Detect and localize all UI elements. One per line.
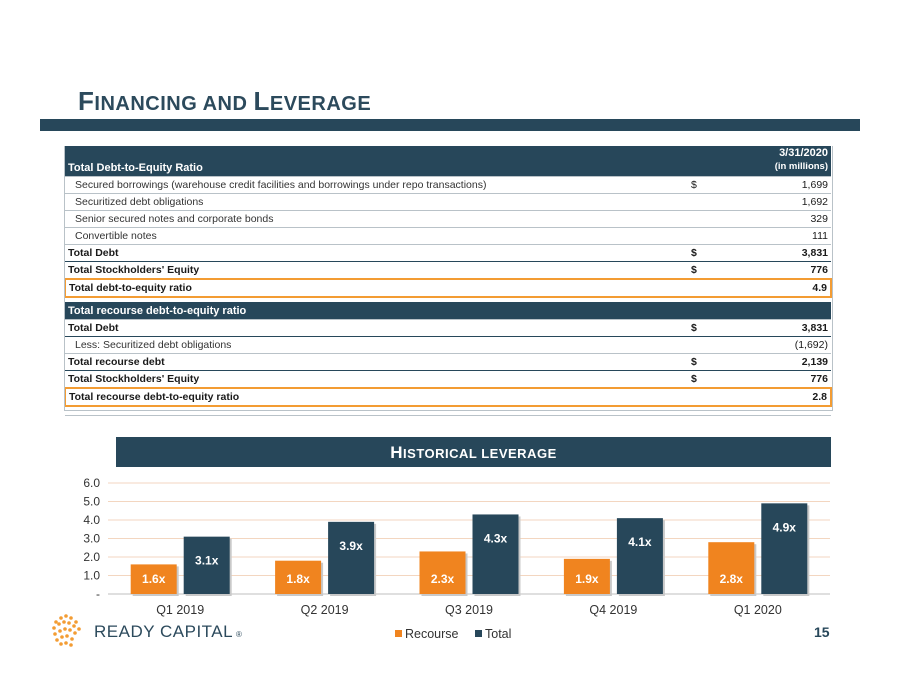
logo-registered-mark: ® <box>236 630 242 639</box>
row-currency: $ <box>688 353 754 371</box>
table-header-date: 3/31/2020 (in millions) <box>688 146 831 177</box>
bar-recourse <box>275 560 322 594</box>
table-row: Less: Securitized debt obligations (1,69… <box>65 336 831 354</box>
x-tick-label: Q4 2019 <box>589 603 637 617</box>
row-currency <box>688 227 754 245</box>
y-tick-label: 1.0 <box>83 569 100 583</box>
data-label: 2.8x <box>720 572 744 586</box>
row-label: Senior secured notes and corporate bonds <box>65 210 688 228</box>
bar-total <box>472 514 519 594</box>
row-label: Securitized debt obligations <box>65 193 688 211</box>
header-date: 3/31/2020 <box>779 147 828 159</box>
chart-header-initial: H <box>390 443 404 462</box>
data-label: 1.6x <box>142 572 166 586</box>
data-label: 4.1x <box>628 535 652 549</box>
data-label: 1.9x <box>575 572 599 586</box>
table-header-title: Total Debt-to-Equity Ratio <box>65 146 688 177</box>
row-label: Convertible notes <box>65 227 688 245</box>
row-label: Less: Securitized debt obligations <box>65 336 688 354</box>
row-value: 1,699 <box>754 176 831 194</box>
table-row: Secured borrowings (warehouse credit fac… <box>65 176 831 194</box>
title-divider <box>40 119 860 131</box>
page-number: 15 <box>814 624 830 640</box>
y-tick-label: 2.0 <box>83 550 100 564</box>
data-label: 3.1x <box>195 554 219 568</box>
data-label: 4.9x <box>773 520 797 534</box>
x-tick-label: Q3 2019 <box>445 603 493 617</box>
logo-text: READY CAPITAL <box>94 622 233 641</box>
bar-recourse <box>563 558 610 594</box>
table-row-ratio: Total recourse debt-to-equity ratio 2.8 <box>64 387 832 407</box>
bar-total <box>328 521 375 594</box>
row-currency: $ <box>688 244 754 262</box>
logo-mark <box>52 614 81 647</box>
row-label: Total recourse debt-to-equity ratio <box>64 387 688 407</box>
row-label: Total debt-to-equity ratio <box>64 278 688 298</box>
y-tick-label: 6.0 <box>83 476 100 490</box>
row-currency <box>688 278 754 298</box>
data-label: 2.3x <box>431 572 455 586</box>
y-tick-label: 3.0 <box>83 532 100 546</box>
y-tick-label: 4.0 <box>83 513 100 527</box>
table-header-row: Total Debt-to-Equity Ratio 3/31/2020 (in… <box>65 146 831 177</box>
bar-total <box>183 536 230 594</box>
table-section-header: Total recourse debt-to-equity ratio <box>65 302 831 320</box>
page-title: FINANCING AND LEVERAGE <box>78 86 371 117</box>
title-part-2: EVERAGE <box>269 93 372 115</box>
row-value: 3,831 <box>754 244 831 262</box>
ready-capital-logo: READY CAPITAL ® <box>52 614 242 647</box>
row-value: 3,831 <box>754 319 831 337</box>
chart-header-rest: ISTORICAL LEVERAGE <box>403 446 557 461</box>
bar-total <box>616 518 663 594</box>
legend-label: Total <box>485 627 511 641</box>
y-tick-label: - <box>96 587 100 601</box>
row-label: Secured borrowings (warehouse credit fac… <box>65 176 688 194</box>
row-label: Total Debt <box>65 319 688 337</box>
table-row: Senior secured notes and corporate bonds… <box>65 210 831 228</box>
row-value: 1,692 <box>754 193 831 211</box>
legend-swatch <box>395 630 402 637</box>
legend-label: Recourse <box>405 627 459 641</box>
x-tick-label: Q2 2019 <box>301 603 349 617</box>
title-part-1: INANCING AND <box>94 93 254 115</box>
title-initial-1: F <box>78 86 95 116</box>
row-currency <box>688 193 754 211</box>
bar-recourse <box>419 551 466 594</box>
table-row-total: Total Debt $ 3,831 <box>65 319 831 337</box>
header-units: (in millions) <box>774 161 828 172</box>
row-value: 111 <box>754 227 831 245</box>
row-label: Total Debt <box>65 244 688 262</box>
table-row-total: Total recourse debt $ 2,139 <box>65 353 831 371</box>
row-value: 4.9 <box>754 278 832 298</box>
row-value: 2.8 <box>754 387 832 407</box>
row-value: 2,139 <box>754 353 831 371</box>
data-label: 3.9x <box>339 539 363 553</box>
chart-header: HISTORICAL LEVERAGE <box>116 437 831 467</box>
y-tick-label: 5.0 <box>83 495 100 509</box>
bar-recourse <box>708 542 755 594</box>
table-row-ratio: Total debt-to-equity ratio 4.9 <box>64 278 832 298</box>
data-label: 4.3x <box>484 531 508 545</box>
row-currency <box>688 210 754 228</box>
table-row: Convertible notes 111 <box>65 227 831 245</box>
table-row: Securitized debt obligations 1,692 <box>65 193 831 211</box>
row-currency: $ <box>688 319 754 337</box>
x-tick-label: Q1 2019 <box>156 603 204 617</box>
bar-recourse <box>130 564 177 594</box>
bar-total <box>761 503 808 594</box>
legend-swatch <box>475 630 482 637</box>
row-label: Total recourse debt <box>65 353 688 371</box>
data-label: 1.8x <box>286 572 310 586</box>
row-value: (1,692) <box>754 336 831 354</box>
title-initial-2: L <box>253 86 270 116</box>
section-title: Total recourse debt-to-equity ratio <box>65 302 831 320</box>
table-row-total: Total Debt $ 3,831 <box>65 244 831 262</box>
row-currency: $ <box>688 176 754 194</box>
row-value: 329 <box>754 210 831 228</box>
x-tick-label: Q1 2020 <box>734 603 782 617</box>
row-currency <box>688 336 754 354</box>
row-currency <box>688 387 754 407</box>
